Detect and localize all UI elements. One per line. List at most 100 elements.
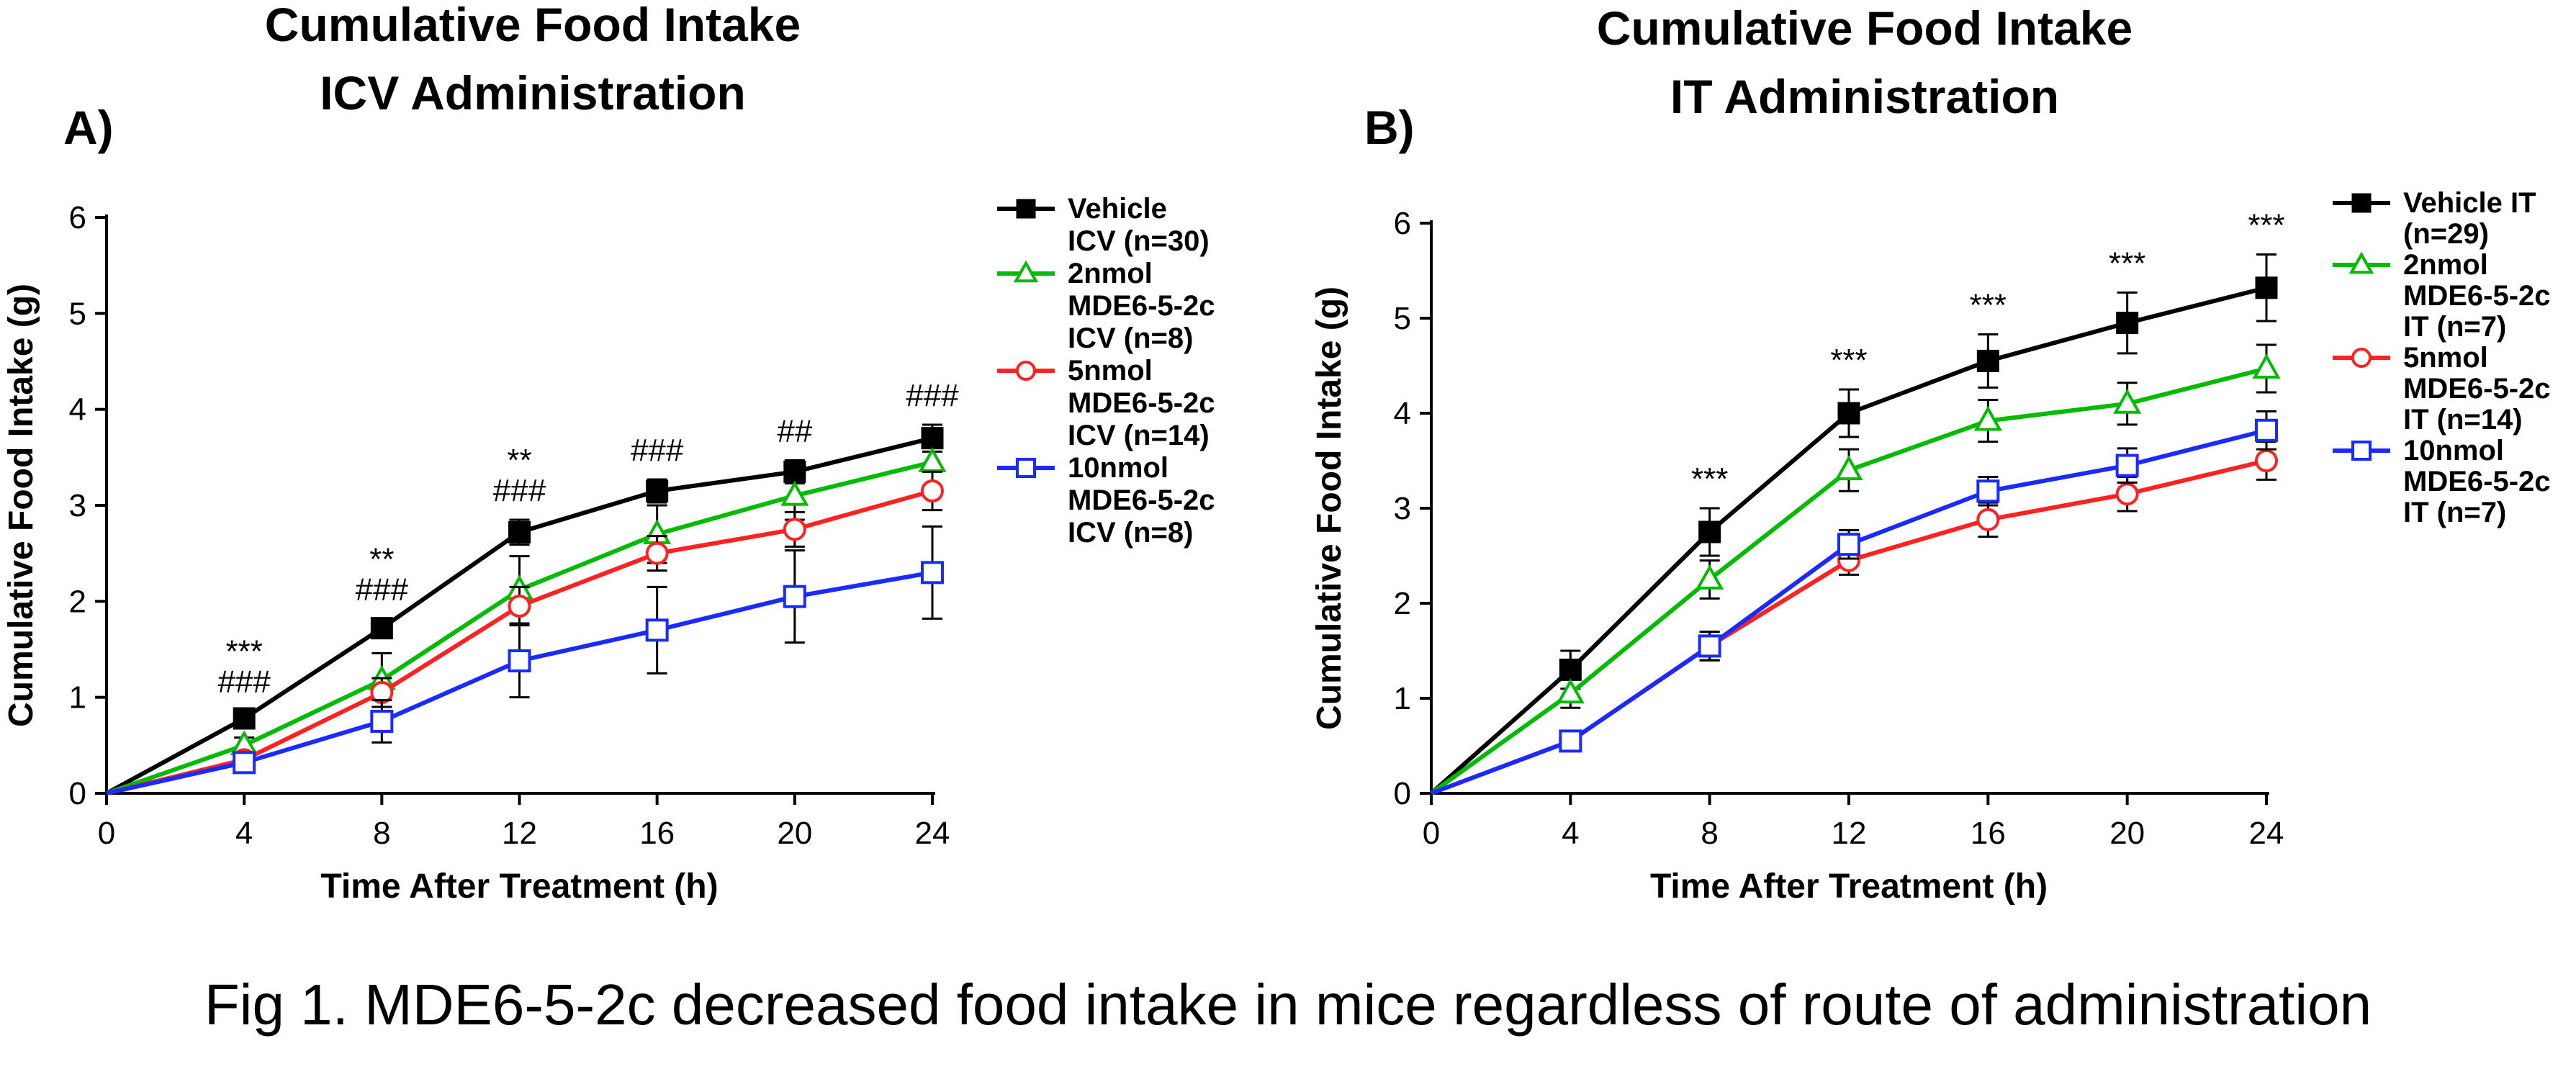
x-tick-label: 4 — [235, 816, 253, 851]
significance-marker: ** — [507, 443, 531, 478]
y-tick-label: 1 — [1394, 681, 1411, 716]
series-2 — [1430, 441, 2278, 795]
significance-marker: *** — [1691, 461, 1728, 497]
data-point — [921, 479, 944, 502]
y-tick-label: 6 — [69, 200, 86, 235]
legend-label: MDE6-5-2c — [1068, 387, 1215, 419]
y-tick-label: 0 — [69, 776, 86, 811]
legend-marker — [2351, 193, 2372, 213]
x-tick-label: 0 — [1423, 816, 1440, 851]
y-tick-label: 2 — [69, 584, 86, 619]
data-point — [233, 751, 256, 775]
data-point — [370, 617, 393, 640]
x-tick-label: 20 — [777, 816, 812, 851]
data-point — [2255, 276, 2278, 299]
legend-label: Vehicle IT — [2403, 187, 2536, 219]
x-tick-label: 24 — [915, 816, 950, 851]
legend-label: MDE6-5-2c — [1068, 484, 1215, 516]
y-tick-label: 3 — [69, 488, 86, 523]
data-point — [646, 479, 669, 502]
legend-label: IT (n=14) — [2403, 404, 2523, 436]
legend-label: ICV (n=8) — [1068, 323, 1193, 354]
series-3 — [106, 525, 944, 795]
chart-panel-b: Cumulative Food Intake IT Administration B… — [1310, 1, 2551, 906]
y-axis-label: Cumulative Food Intake (g) — [2, 284, 40, 727]
significance-marker: *** — [1830, 343, 1867, 378]
data-point — [645, 618, 669, 642]
legend-marker — [1013, 260, 1039, 283]
legend-marker — [1016, 199, 1036, 219]
data-point — [2116, 312, 2139, 335]
legend-label: 10nmol — [2403, 435, 2504, 466]
y-axis-label: Cumulative Food Intake (g) — [1310, 287, 1348, 730]
data-point — [2255, 449, 2278, 472]
significance-marker: ### — [217, 664, 271, 699]
panel-label: B) — [1364, 101, 1415, 154]
significance-marker: ### — [631, 433, 684, 468]
data-point — [783, 518, 806, 541]
y-tick-label: 5 — [69, 296, 86, 331]
x-tick-label: 4 — [1562, 816, 1579, 851]
legend-label: IT (n=7) — [2403, 311, 2506, 343]
legend-label: 2nmol — [2403, 249, 2488, 281]
legend-marker — [1016, 361, 1036, 381]
data-point — [1837, 402, 1860, 425]
legend-label: ICV (n=14) — [1068, 420, 1210, 451]
series-1 — [1430, 343, 2281, 795]
significance-marker: *** — [1970, 287, 2007, 323]
x-tick-label: 16 — [1971, 816, 2006, 851]
x-axis-label: Time After Treatment (h) — [1650, 867, 2048, 906]
significance-marker: ### — [493, 473, 546, 508]
chart-title-line: Cumulative Food Intake — [1597, 1, 2133, 55]
legend-label: IT (n=7) — [2403, 497, 2506, 528]
panel-label: A) — [63, 101, 114, 154]
data-point — [2115, 454, 2139, 477]
y-tick-label: 5 — [1394, 301, 1411, 336]
x-tick-label: 12 — [502, 816, 537, 851]
significance-marker: *** — [225, 633, 262, 669]
data-point — [2252, 353, 2281, 379]
data-point — [508, 595, 531, 618]
data-point — [1698, 520, 1721, 544]
legend-marker — [1016, 458, 1036, 478]
data-point — [918, 447, 947, 472]
significance-marker: *** — [2248, 208, 2284, 243]
chart-panel-a: Cumulative Food Intake ICV Administration… — [2, 0, 1215, 906]
data-point — [1976, 349, 1999, 372]
y-tick-label: 2 — [1394, 586, 1411, 621]
data-point — [1695, 564, 1724, 590]
data-point — [1556, 678, 1585, 704]
significance-marker: ### — [906, 378, 959, 413]
x-tick-label: 8 — [373, 816, 390, 851]
significance-marker: ** — [369, 541, 394, 577]
x-tick-label: 16 — [639, 816, 675, 851]
legend-label: MDE6-5-2c — [2403, 373, 2551, 405]
significance-marker: *** — [2109, 245, 2145, 281]
x-tick-label: 8 — [1701, 816, 1718, 851]
data-point — [1834, 455, 1863, 481]
data-point — [1976, 479, 2000, 503]
y-tick-label: 4 — [69, 392, 86, 428]
legend-label: 5nmol — [2403, 342, 2488, 374]
data-point — [370, 710, 394, 733]
legend-label: MDE6-5-2c — [2403, 466, 2551, 497]
data-point — [2255, 418, 2278, 442]
legend-marker — [2348, 251, 2374, 274]
legend-label: MDE6-5-2c — [1068, 290, 1215, 322]
legend-label: 10nmol — [1068, 452, 1168, 484]
legend-label: Vehicle — [1068, 193, 1167, 225]
data-point — [508, 649, 531, 672]
chart-title-line: IT Administration — [1670, 70, 2059, 123]
significance-marker: ## — [777, 413, 812, 448]
data-point — [780, 480, 809, 506]
chart-title-line: Cumulative Food Intake — [265, 0, 801, 51]
y-tick-label: 4 — [1394, 396, 1411, 431]
legend-label: ICV (n=8) — [1068, 517, 1193, 549]
